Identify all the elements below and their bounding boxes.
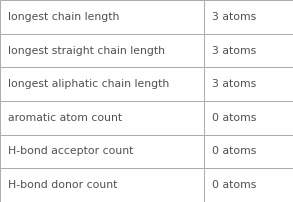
Text: longest aliphatic chain length: longest aliphatic chain length <box>8 79 169 89</box>
Bar <box>0 101 293 135</box>
Text: 0 atoms: 0 atoms <box>212 113 256 123</box>
Text: H-bond donor count: H-bond donor count <box>8 180 117 190</box>
Text: longest straight chain length: longest straight chain length <box>8 45 165 56</box>
Text: 0 atoms: 0 atoms <box>212 180 256 190</box>
Text: aromatic atom count: aromatic atom count <box>8 113 122 123</box>
Bar <box>0 168 293 202</box>
Text: longest chain length: longest chain length <box>8 12 119 22</box>
Text: 0 atoms: 0 atoms <box>212 146 256 157</box>
Bar <box>0 135 293 168</box>
Bar <box>0 0 293 34</box>
Bar <box>0 34 293 67</box>
Text: H-bond acceptor count: H-bond acceptor count <box>8 146 133 157</box>
Bar <box>0 67 293 101</box>
Text: 3 atoms: 3 atoms <box>212 12 256 22</box>
Text: 3 atoms: 3 atoms <box>212 79 256 89</box>
Text: 3 atoms: 3 atoms <box>212 45 256 56</box>
